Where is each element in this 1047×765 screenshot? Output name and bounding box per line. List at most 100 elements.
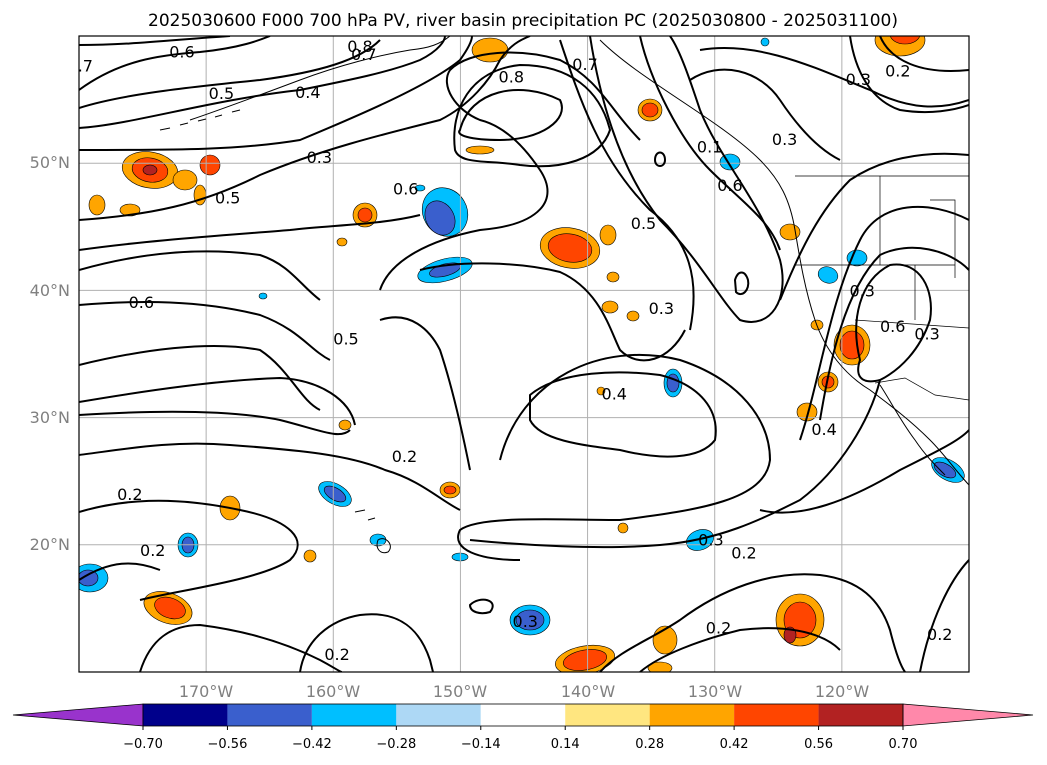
precip-anomaly-patch xyxy=(601,300,619,314)
colorbar-extend-high xyxy=(902,703,1034,727)
pv-contour-line xyxy=(799,205,969,441)
contour-label: 0.5 xyxy=(209,84,234,103)
contour-label: 0.7 xyxy=(68,56,93,75)
colorbar: −0.70 −0.56 −0.42 −0.28 −0.14 0.14 0.28 0.42 0.5… xyxy=(12,703,1034,752)
pv-contour-line xyxy=(79,214,421,251)
pv-contour-line xyxy=(379,51,641,291)
precip-anomaly-patch xyxy=(515,609,545,631)
pv-contour-line xyxy=(639,36,781,251)
colorbar-tick-label: 0.56 xyxy=(804,737,833,752)
pv-contour-line xyxy=(79,36,531,221)
contour-label: 0.5 xyxy=(333,330,358,349)
contour-labels: 0.70.60.5 0.40.80.70.30.5 0.60.60.50.20.20… xyxy=(68,37,952,664)
pv-contour-line xyxy=(379,316,471,471)
precip-anomaly-patch xyxy=(79,569,99,587)
coastline-hawaii xyxy=(354,509,391,554)
colorbar-segment xyxy=(818,704,903,726)
lat-tick-label: 20°N xyxy=(30,535,70,554)
contour-label: 0.3 xyxy=(513,612,538,631)
contour-label: 0.2 xyxy=(706,618,731,637)
lon-tick-label: 120°W xyxy=(815,682,870,701)
colorbar-tick-label: 0.70 xyxy=(889,737,918,752)
colorbar-tick-label: −0.56 xyxy=(208,737,248,752)
contour-label: 0.3 xyxy=(846,70,871,89)
contour-label: 0.3 xyxy=(698,531,723,550)
precip-anomaly-patch xyxy=(443,485,457,495)
lat-tick-label: 50°N xyxy=(30,153,70,172)
contour-label: 0.5 xyxy=(631,214,656,233)
colorbar-segment xyxy=(565,704,650,726)
contour-label: 0.8 xyxy=(347,37,372,56)
colorbar-extend-low xyxy=(12,703,144,727)
precip-anomaly-patch xyxy=(119,203,141,217)
contour-label: 0.2 xyxy=(117,485,142,504)
colorbar-labels: −0.70 −0.56 −0.42 −0.28 −0.14 0.14 0.28 0.42 0.5… xyxy=(123,726,917,752)
contour-label: 0.6 xyxy=(880,317,905,336)
precip-anomaly-patch xyxy=(641,102,659,118)
latitude-labels: 50°N 40°N 30°N 20°N xyxy=(30,153,70,554)
pv-contour-line xyxy=(855,263,932,383)
lon-tick-label: 130°W xyxy=(688,682,743,701)
contour-label: 0.7 xyxy=(351,45,376,64)
contour-label: 0.4 xyxy=(602,384,627,403)
coastlines xyxy=(159,36,969,554)
pv-contour-line xyxy=(79,442,461,511)
lon-tick-label: 140°W xyxy=(561,682,616,701)
pv-contour-line xyxy=(734,271,750,296)
pv-contour-line xyxy=(453,64,611,168)
colorbar-tick-label: −0.42 xyxy=(292,737,332,752)
contour-label: 0.2 xyxy=(324,645,349,664)
colorbar-segment xyxy=(480,704,566,726)
precip-anomaly-patch xyxy=(562,649,608,671)
pv-contour-line xyxy=(559,39,695,331)
pv-contour-line xyxy=(779,152,969,301)
precip-anomaly-patch xyxy=(796,402,818,422)
precip-anomaly-patch xyxy=(760,37,770,47)
map-area: 0.70.60.5 0.40.80.70.30.5 0.60.60.50.20.20… xyxy=(68,35,970,673)
pv-contour-line xyxy=(79,301,331,361)
contour-label: 0.3 xyxy=(772,130,797,149)
contour-label: 0.6 xyxy=(393,180,418,199)
colorbar-segments xyxy=(12,703,1034,727)
precip-anomaly-patch xyxy=(338,419,352,431)
pv-contour-line xyxy=(469,379,881,549)
pv-contour-line xyxy=(419,262,686,362)
coastline-alaska xyxy=(189,36,451,121)
pv-contour-line xyxy=(469,598,494,615)
contour-label: 0.6 xyxy=(129,293,154,312)
precip-anomaly-patch xyxy=(779,223,801,241)
precip-anomaly-patch xyxy=(783,626,797,644)
precip-anomaly-patch xyxy=(336,237,348,247)
contour-label: 0.5 xyxy=(215,189,240,208)
precipitation-shading xyxy=(79,36,965,672)
map-frame xyxy=(78,35,970,673)
colorbar-segment xyxy=(227,704,312,726)
precip-anomaly-patch xyxy=(719,153,741,171)
pv-contour-line xyxy=(79,39,381,109)
precip-anomaly-patch xyxy=(172,169,198,191)
lon-tick-label: 150°W xyxy=(433,682,488,701)
precip-anomaly-patch xyxy=(617,522,629,534)
contour-label: 0.1 xyxy=(697,138,722,157)
border-us-mexico xyxy=(874,377,969,401)
colorbar-tick-label: −0.28 xyxy=(376,737,416,752)
contour-label: 0.4 xyxy=(811,420,836,439)
coastline-north-america xyxy=(599,39,969,486)
contour-label: 0.3 xyxy=(914,325,939,344)
contour-label: 0.2 xyxy=(731,543,756,562)
precip-anomaly-patch xyxy=(424,200,456,236)
colorbar-segment xyxy=(734,704,819,726)
contour-label: 0.7 xyxy=(572,55,597,74)
pv-contour-line xyxy=(589,36,784,323)
map-background xyxy=(79,36,969,672)
colorbar-frame xyxy=(142,703,904,727)
pv-contour-line xyxy=(79,250,321,301)
pv-contour-line xyxy=(79,410,351,436)
longitude-labels: 170°W 160°W 150°W 140°W 130°W 120°W xyxy=(179,682,870,701)
pv-contour-line xyxy=(699,47,969,108)
precip-anomaly-patch xyxy=(547,233,593,263)
pv-contour-line xyxy=(599,573,906,672)
pv-contour-line xyxy=(79,36,446,129)
pv-contour-line xyxy=(689,68,841,161)
precip-anomaly-patch xyxy=(889,36,921,45)
